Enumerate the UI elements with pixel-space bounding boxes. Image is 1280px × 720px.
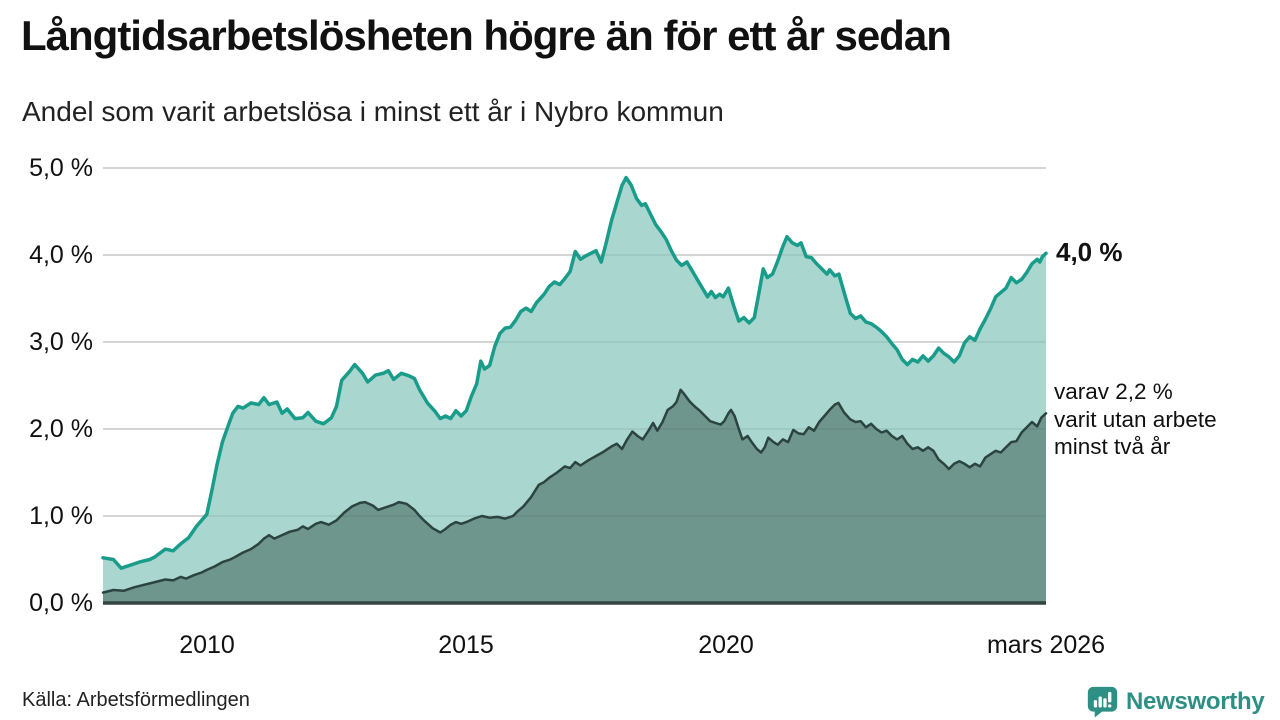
newsworthy-logo: Newsworthy xyxy=(1086,685,1265,718)
newsworthy-wordmark: Newsworthy xyxy=(1126,688,1265,715)
chart-title: Långtidsarbetslösheten högre än för ett … xyxy=(21,12,952,59)
y-axis-tick-label: 0,0 % xyxy=(29,589,93,617)
end-value-label-two-year: varav 2,2 % varit utan arbete minst två … xyxy=(1054,379,1217,459)
chart-subtitle: Andel som varit arbetslösa i minst ett å… xyxy=(22,96,724,127)
y-axis-tick-label: 3,0 % xyxy=(29,328,93,356)
x-axis-tick-label: mars 2026 xyxy=(986,631,1106,659)
x-axis-tick-label: 2010 xyxy=(179,631,235,659)
x-axis-tick-label: 2015 xyxy=(438,631,494,659)
source-attribution: Källa: Arbetsförmedlingen xyxy=(22,689,250,711)
end-value-label-total: 4,0 % xyxy=(1056,237,1123,267)
y-axis-tick-label: 4,0 % xyxy=(29,241,93,269)
y-axis-tick-label: 2,0 % xyxy=(29,415,93,443)
newsworthy-bubble-chart-icon xyxy=(1087,686,1118,718)
x-axis-tick-label: 2020 xyxy=(698,631,754,659)
y-axis-tick-label: 5,0 % xyxy=(29,154,93,182)
y-axis-tick-label: 1,0 % xyxy=(29,502,93,530)
